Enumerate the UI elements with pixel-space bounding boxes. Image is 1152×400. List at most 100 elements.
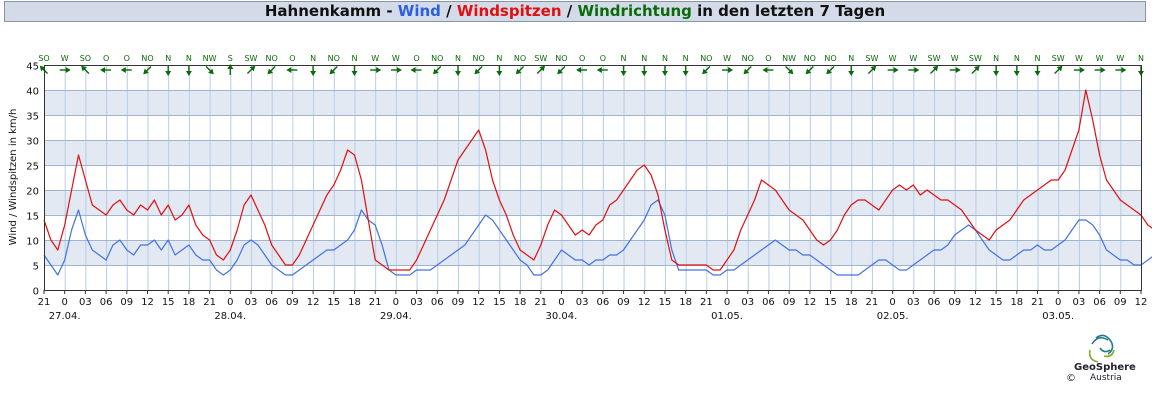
wind-arrow-head-17	[396, 67, 402, 73]
x-tick-label-4: 09	[120, 297, 133, 308]
title-wind: Wind	[397, 2, 441, 20]
logo-name: GeoSphere	[1074, 362, 1136, 373]
wind-direction-label-14: NO	[328, 54, 340, 63]
wind-arrow-head-46	[993, 71, 1000, 76]
date-label-6: 03.05.	[1042, 311, 1074, 322]
y-tick-label-4: 20	[26, 187, 39, 198]
wind-direction-label-35: O	[765, 54, 771, 63]
x-tick-label-21: 12	[472, 297, 485, 308]
wind-arrow-head-4	[120, 67, 126, 73]
wind-arrow-head-52	[1121, 67, 1127, 73]
wind-arrow-head-40	[870, 65, 877, 72]
wind-arrow-head-31	[682, 71, 689, 76]
wind-arrow-head-35	[762, 67, 768, 73]
wind-direction-label-13: N	[310, 54, 316, 63]
plot-frame	[44, 65, 1142, 291]
band-0	[44, 240, 1141, 265]
x-tick-label-50: 03	[1073, 297, 1086, 308]
wind-arrow-head-51	[1100, 67, 1106, 73]
x-tick-label-17: 0	[393, 297, 399, 308]
wind-direction-label-25: NO	[555, 54, 567, 63]
x-tick-label-2: 03	[79, 297, 92, 308]
wind-arrow-head-5	[143, 68, 149, 75]
x-tick-label-51: 06	[1093, 297, 1106, 308]
wind-direction-label-16: W	[371, 54, 379, 63]
x-tick-label-23: 18	[514, 297, 527, 308]
wind-direction-label-20: N	[455, 54, 461, 63]
wind-direction-label-39: N	[848, 54, 854, 63]
wind-arrow-head-45	[974, 65, 980, 72]
wind-direction-label-19: NO	[431, 54, 443, 63]
wind-arrow-head-8	[208, 68, 214, 75]
wind-arrow-head-25	[557, 68, 563, 75]
x-tick-label-0: 21	[38, 297, 51, 308]
wind-arrow-head-38	[826, 68, 832, 75]
y-tick-label-2: 10	[26, 237, 39, 248]
wind-arrow-head-50	[1079, 67, 1085, 73]
wind-direction-label-11: NO	[266, 54, 278, 63]
y-tick-label-0: 0	[33, 287, 39, 298]
wind-arrow-head-3	[100, 67, 106, 73]
wind-direction-label-18: O	[413, 54, 419, 63]
wind-arrow-head-29	[641, 71, 648, 76]
wind-direction-label-42: W	[909, 54, 917, 63]
y-tick-label-7: 35	[26, 112, 39, 123]
wind-arrow-head-2	[81, 65, 87, 72]
x-tick-label-28: 09	[617, 297, 630, 308]
wind-arrow-head-32	[702, 68, 708, 75]
wind-direction-label-10: SW	[244, 54, 257, 63]
wind-arrow-head-1	[65, 67, 71, 73]
wind-direction-label-51: W	[1096, 54, 1104, 63]
wind-direction-label-27: O	[600, 54, 606, 63]
wind-direction-label-26: O	[579, 54, 585, 63]
x-tick-label-30: 15	[659, 297, 672, 308]
wind-direction-label-30: N	[662, 54, 668, 63]
x-tick-label-53: 12	[1135, 297, 1148, 308]
x-tick-label-44: 09	[948, 297, 961, 308]
wind-direction-label-17: W	[392, 54, 400, 63]
date-label-5: 02.05.	[877, 311, 909, 322]
x-tick-label-26: 03	[576, 297, 589, 308]
x-tick-label-9: 0	[227, 297, 233, 308]
x-tick-label-6: 15	[162, 297, 175, 308]
wind-arrow-head-20	[454, 71, 461, 76]
wind-direction-label-28: N	[621, 54, 627, 63]
wind-direction-label-33: W	[723, 54, 731, 63]
wind-direction-label-7: N	[186, 54, 192, 63]
copyright-symbol: ©	[1066, 373, 1076, 384]
wind-arrow-head-37	[805, 68, 812, 75]
x-tick-label-36: 09	[783, 297, 796, 308]
title-suffix: in den letzten 7 Tagen	[691, 2, 886, 20]
x-tick-label-25: 0	[558, 297, 564, 308]
wind-direction-label-1: W	[61, 54, 69, 63]
x-tick-label-52: 09	[1114, 297, 1127, 308]
wind-direction-label-15: N	[351, 54, 357, 63]
wind-arrow-head-13	[310, 71, 317, 76]
x-tick-label-15: 18	[348, 297, 361, 308]
wind-arrow-head-43	[932, 65, 939, 72]
wind-direction-label-2: SO	[80, 54, 91, 63]
wind-direction-label-9: S	[228, 54, 233, 63]
wind-arrow-head-21	[474, 68, 481, 75]
x-tick-label-41: 0	[889, 297, 895, 308]
wind-direction-label-43: SW	[928, 54, 941, 63]
wind-arrow-head-16	[376, 67, 382, 73]
date-label-0: 27.04.	[49, 311, 81, 322]
title-gusts: Windspitzen	[456, 2, 562, 20]
title-sep-3: /	[561, 2, 578, 20]
wind-arrow-head-28	[620, 71, 627, 76]
y-tick-label-5: 25	[26, 162, 39, 173]
wind-direction-label-5: NO	[141, 54, 153, 63]
wind-direction-label-50: W	[1075, 54, 1083, 63]
wind-arrow-head-49	[1056, 65, 1063, 72]
wind-arrow-head-30	[661, 71, 668, 76]
x-tick-label-32: 21	[700, 297, 713, 308]
wind-direction-label-8: NW	[203, 54, 217, 63]
wind-arrow-head-19	[433, 68, 439, 75]
wind-direction-label-3: O	[103, 54, 109, 63]
wind-arrow-head-14	[329, 68, 336, 75]
x-tick-label-29: 12	[638, 297, 651, 308]
x-tick-label-47: 18	[1010, 297, 1023, 308]
y-tick-label-8: 40	[26, 87, 39, 98]
